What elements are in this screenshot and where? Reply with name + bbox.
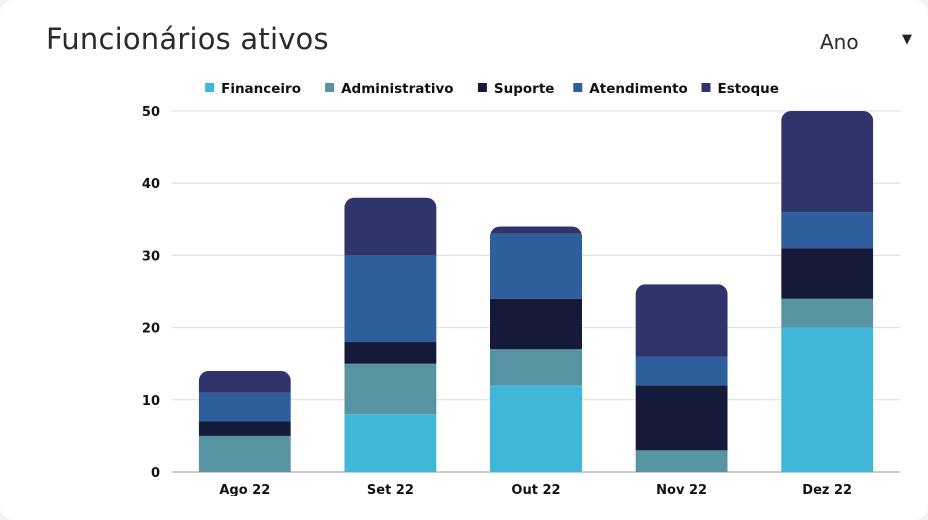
bar-segment-estoque	[781, 111, 874, 213]
bar-segment-financeiro	[781, 327, 874, 472]
chevron-down-icon: ▼	[902, 32, 912, 47]
bar-segment-administrativo	[490, 349, 582, 386]
x-tick-label: Set 22	[367, 483, 414, 496]
legend-swatch	[477, 83, 487, 92]
legend-swatch	[325, 83, 335, 92]
bar-segment-atendimento	[635, 356, 728, 386]
stacked-bar-chart: 0 10 20 30 40 50 Ago 22 Set 22 Out 22 Nov 22 Dez 2…	[142, 81, 900, 496]
bar-segment-suporte	[344, 342, 437, 364]
legend-label: Atendimento	[589, 81, 688, 97]
x-tick-label: Ago 22	[219, 483, 270, 496]
legend-label: Financeiro	[221, 81, 301, 97]
y-tick-label: 0	[151, 466, 160, 481]
bar-segment-financeiro	[490, 385, 582, 472]
y-tick-label: 20	[142, 322, 160, 337]
bar-stack	[490, 226, 582, 472]
y-tick-label: 10	[142, 394, 160, 409]
bar-segment-administrativo	[344, 363, 437, 415]
bar-stack	[344, 197, 437, 472]
bar-segment-suporte	[490, 298, 582, 350]
bar-segment-suporte	[635, 385, 728, 451]
bar-segment-atendimento	[490, 233, 582, 299]
bar-segment-estoque	[344, 197, 437, 256]
y-tick-label: 40	[142, 177, 160, 192]
bar-segment-estoque	[198, 370, 291, 393]
legend-label: Administrativo	[341, 81, 453, 97]
period-select[interactable]: Ano ▼	[800, 28, 918, 56]
period-select-value: Ano	[820, 30, 859, 54]
bar-segment-financeiro	[344, 414, 437, 472]
bar-segment-administrativo	[635, 450, 728, 472]
bar-segment-atendimento	[198, 392, 291, 422]
bar-segment-administrativo	[198, 435, 291, 472]
legend-label: Estoque	[718, 81, 779, 97]
bar-stack	[198, 370, 291, 472]
x-tick-label: Out 22	[511, 483, 560, 496]
bar-segment-estoque	[490, 226, 582, 234]
bar-stack	[635, 284, 728, 472]
bar-segment-atendimento	[344, 255, 437, 343]
page-title: Funcionários ativos	[46, 22, 329, 56]
legend-swatch	[205, 83, 215, 92]
bar-segment-suporte	[198, 421, 291, 436]
x-tick-label: Nov 22	[656, 483, 707, 496]
bar-segment-suporte	[781, 248, 874, 299]
bar-segment-atendimento	[781, 212, 874, 249]
y-tick-label: 50	[142, 105, 160, 120]
legend-label: Suporte	[494, 81, 555, 97]
x-tick-label: Dez 22	[802, 483, 852, 496]
bar-stack	[781, 111, 874, 472]
legend-swatch	[573, 83, 583, 92]
bar-segment-estoque	[635, 284, 728, 357]
legend-swatch	[701, 83, 711, 92]
bar-segment-administrativo	[781, 298, 874, 328]
y-tick-label: 30	[142, 249, 160, 264]
